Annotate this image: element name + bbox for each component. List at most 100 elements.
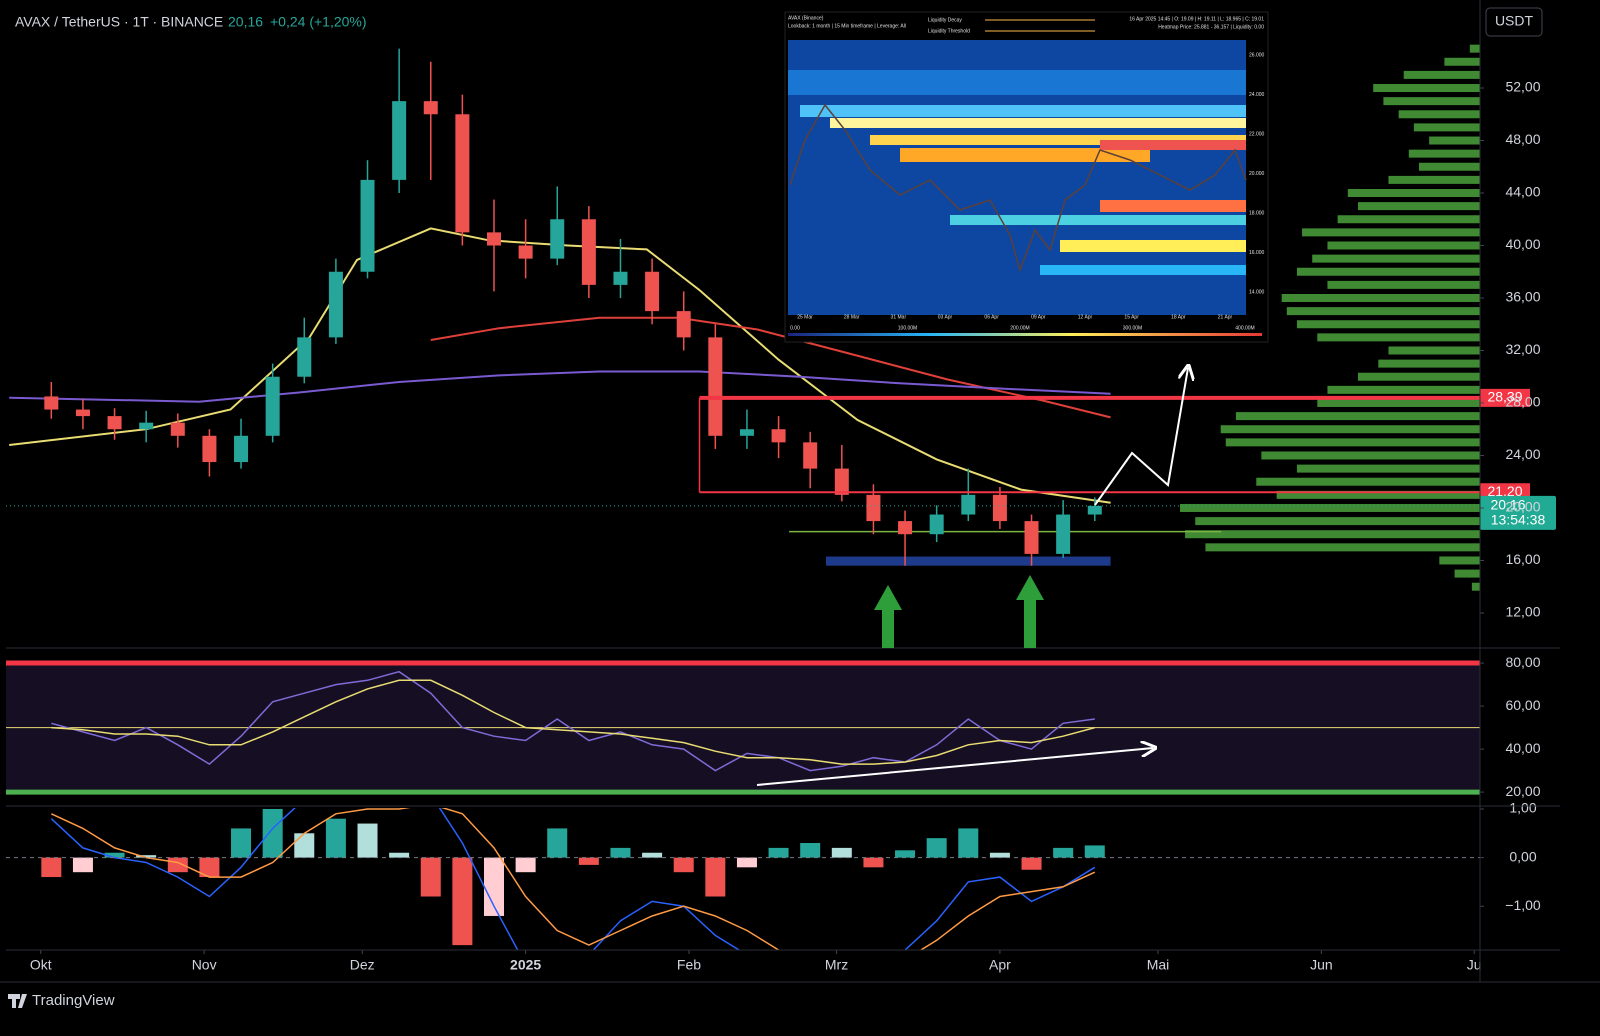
histogram-bar: [895, 850, 916, 858]
candle-body: [328, 271, 343, 338]
demand-zone: [826, 556, 1111, 566]
volume-bar: [1281, 293, 1480, 302]
inset-price-label: 24.000: [1249, 92, 1265, 98]
x-tick-label: Nov: [192, 957, 217, 973]
volume-bar: [1403, 70, 1480, 79]
macd-layer: [41, 808, 1105, 950]
currency-button[interactable]: [1485, 7, 1543, 37]
y-tick-label: 40,00: [1505, 236, 1540, 252]
candle-body: [1087, 505, 1102, 515]
inset-date-label: 06 Apr: [984, 314, 999, 320]
histogram-bar: [610, 847, 631, 858]
histogram-bar: [1084, 845, 1105, 858]
inset-date-label: 12 Apr: [1078, 314, 1093, 320]
candle-body: [803, 442, 818, 469]
histogram-bar: [800, 843, 821, 858]
y-tick-label: 1,00: [1509, 800, 1536, 816]
volume-bar: [1444, 57, 1480, 66]
candle-body: [613, 271, 628, 285]
inset-price-label: 20.000: [1249, 171, 1265, 177]
volume-bar: [1378, 359, 1480, 368]
color-scale: [788, 333, 1262, 336]
volume-bar: [1388, 346, 1480, 355]
heatmap-band: [830, 118, 1246, 128]
moving-average: [430, 316, 1111, 419]
inset-date-label: 18 Apr: [1171, 314, 1186, 320]
candle-body: [486, 232, 501, 246]
volume-bar: [1317, 333, 1480, 342]
inset-info: 16 Apr 2025 14:45 | O: 19.09 | H: 19.11 …: [1129, 16, 1264, 22]
histogram-bar: [231, 828, 252, 858]
currency-label[interactable]: USDT: [1495, 13, 1534, 29]
heatmap-band: [1100, 200, 1246, 212]
inset-scale-label: 300.00M: [1123, 325, 1142, 331]
volume-bar: [1429, 136, 1480, 145]
inset-price-label: 22.000: [1249, 131, 1265, 137]
volume-bar: [1220, 425, 1480, 434]
inset-date-label: 28 Mar: [844, 314, 860, 320]
candle-body: [170, 422, 185, 436]
inset-date-label: 21 Apr: [1218, 314, 1233, 320]
volume-bar: [1471, 582, 1480, 591]
candle-body: [771, 429, 786, 443]
volume-bar: [1261, 451, 1480, 460]
volume-bar: [1418, 162, 1480, 171]
histogram-bar: [578, 857, 599, 865]
histogram-bar: [547, 828, 568, 858]
y-tick-label: 80,00: [1505, 654, 1540, 670]
x-tick-label: Feb: [677, 957, 701, 973]
histogram-bar: [104, 852, 125, 858]
symbol: AVAX / TetherUS · 1T · BINANCE: [15, 14, 223, 30]
candle-body: [866, 494, 881, 522]
candle-body: [107, 416, 122, 430]
volume-bar: [1388, 175, 1480, 184]
level-label: 28,39: [1487, 389, 1522, 405]
inset-price-label: 18.000: [1249, 210, 1265, 216]
moving-average: [9, 227, 1111, 504]
inset-date-label: 09 Apr: [1031, 314, 1046, 320]
volume-bar: [1357, 202, 1480, 211]
candle-body: [265, 376, 280, 436]
volume-bar: [1383, 97, 1480, 106]
candle-body: [202, 435, 217, 463]
price: 20,16: [228, 14, 263, 30]
volume-bar: [1180, 503, 1480, 512]
histogram-bar: [483, 857, 504, 916]
volume-bar: [1296, 267, 1480, 276]
candle-body: [581, 219, 596, 285]
volume-bar: [1398, 110, 1480, 119]
inset-heatmap: AVAX (Binance) Lookback: 1 month | 15 Mi…: [784, 11, 1269, 343]
y-tick-label: 40,00: [1505, 740, 1540, 756]
y-tick-label: 36,00: [1505, 289, 1540, 305]
volume-bar: [1276, 490, 1480, 499]
candle-body: [1024, 521, 1039, 554]
change: +0,24 (+1,20%): [270, 14, 367, 30]
histogram-bar: [136, 855, 157, 858]
price-layer: [9, 44, 1480, 591]
candle-body: [75, 409, 90, 417]
x-tick-label: Mrz: [825, 957, 848, 973]
candle-body: [139, 422, 154, 430]
y-tick-label: 20,00: [1505, 499, 1540, 515]
histogram-bar: [452, 857, 473, 946]
histogram-bar: [262, 808, 283, 858]
inset-date-label: 31 Mar: [891, 314, 907, 320]
volume-bar: [1347, 189, 1480, 198]
y-tick-label: −1,00: [1505, 897, 1541, 913]
inset-price-label: 16.000: [1249, 250, 1265, 256]
inset-control: Liquidity Threshold: [928, 28, 970, 34]
inset-title: AVAX (Binance): [788, 15, 824, 21]
macd-signal: [50, 808, 1096, 950]
volume-bar: [1302, 228, 1480, 237]
candle-body: [992, 494, 1007, 522]
volume-bar: [1312, 254, 1480, 263]
last-price-label: 20,16: [1490, 497, 1525, 513]
candle-body: [929, 514, 944, 535]
y-tick-label: 20,00: [1505, 783, 1540, 799]
trend-line: [756, 748, 1153, 786]
histogram-bar: [863, 857, 884, 868]
last-price-tag: [1480, 495, 1556, 530]
